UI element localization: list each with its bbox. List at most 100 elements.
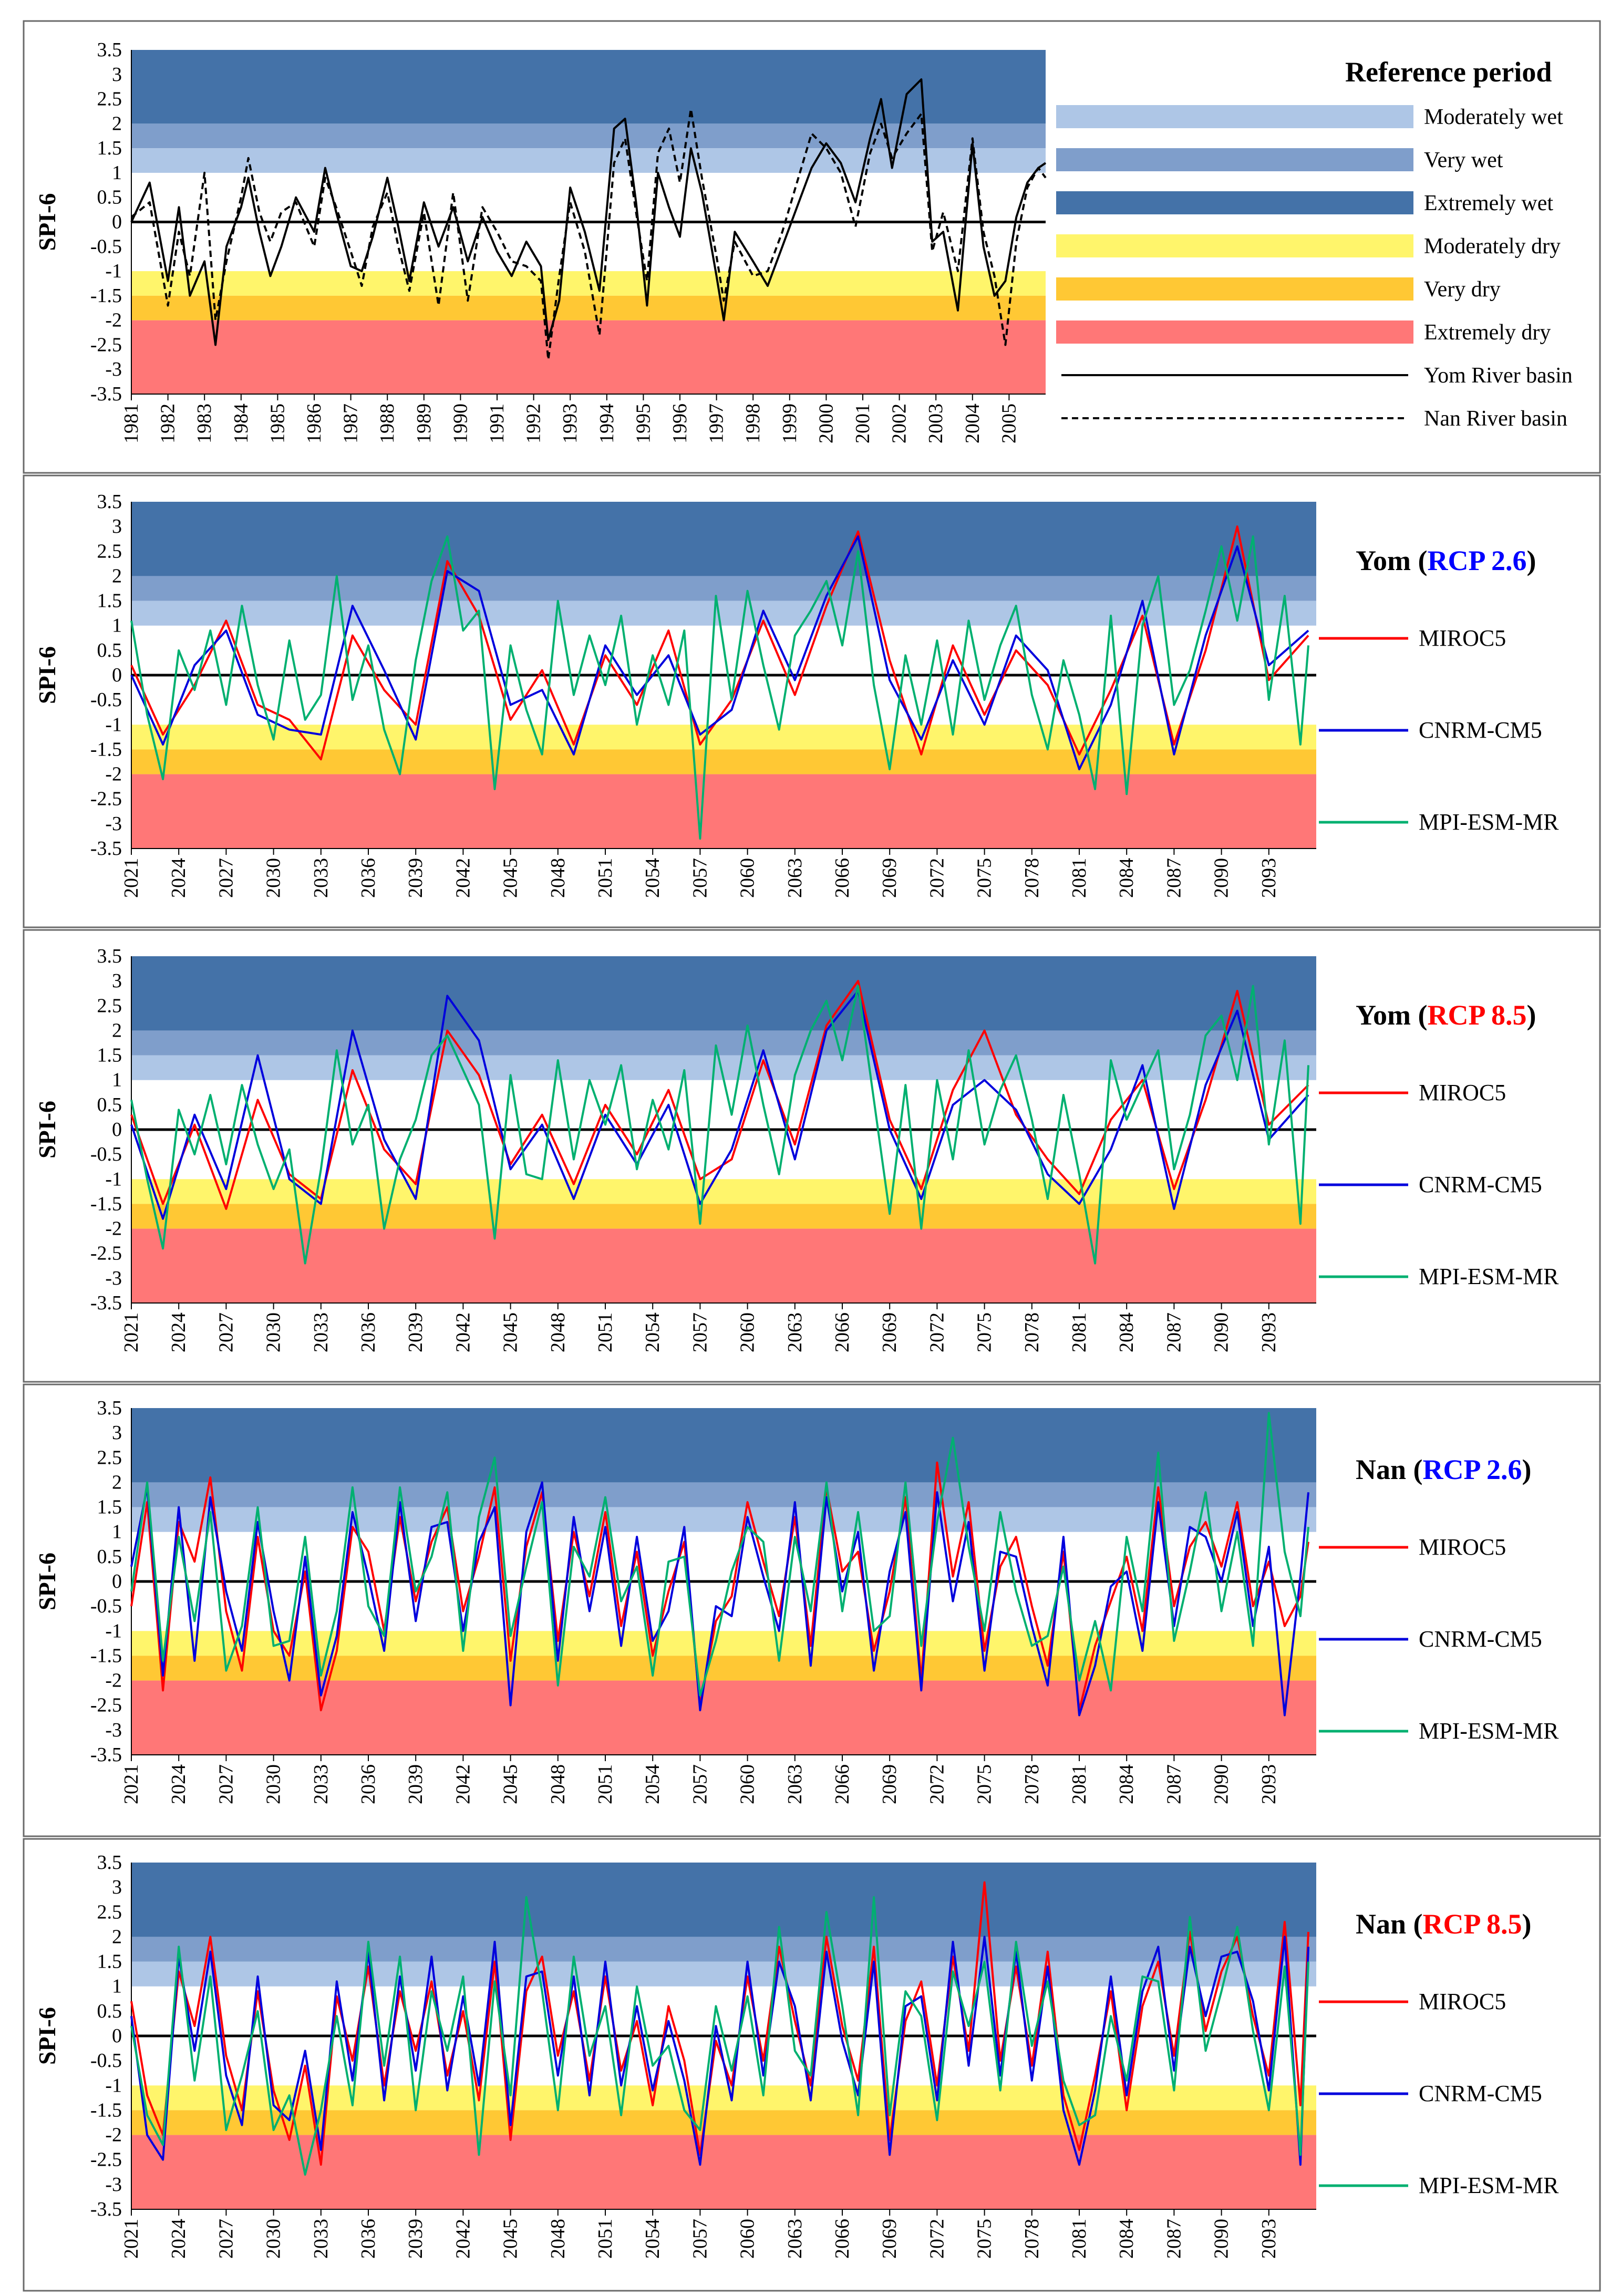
x-tick-label: 2036 xyxy=(357,1312,379,1352)
x-tick-label: 1982 xyxy=(157,404,179,443)
x-tick-label: 2048 xyxy=(547,1312,569,1352)
y-tick-label: 0.5 xyxy=(97,2000,122,2022)
y-tick-label: -0.5 xyxy=(90,235,122,257)
band-very-dry xyxy=(131,2110,1316,2135)
title-scenario: RCP 2.6 xyxy=(1423,1454,1522,1485)
y-tick-label: 2.5 xyxy=(97,1901,122,1923)
y-tick-label: 3 xyxy=(112,1422,122,1444)
x-tick-label: 2069 xyxy=(879,2219,901,2259)
x-tick-label: 2066 xyxy=(831,1764,853,1804)
y-tick-label: 2 xyxy=(112,565,122,587)
y-tick-label: -3 xyxy=(105,813,122,835)
x-tick-label: 2039 xyxy=(405,2219,427,2259)
legend-label: CNRM-CM5 xyxy=(1419,1172,1542,1197)
title-open-paren: ( xyxy=(1406,1454,1422,1485)
x-tick-label: 2057 xyxy=(689,2219,711,2259)
title-open-paren: ( xyxy=(1411,999,1427,1031)
x-tick-label: 2069 xyxy=(879,1312,901,1352)
title-scenario: RCP 8.5 xyxy=(1427,999,1526,1031)
legend-label: Moderately wet xyxy=(1424,105,1563,129)
x-tick-label: 2069 xyxy=(879,858,901,898)
x-tick-label: 2084 xyxy=(1116,2219,1138,2259)
band-moderately-dry xyxy=(131,1179,1316,1204)
title-close-paren: ) xyxy=(1522,1454,1532,1485)
x-tick-label: 2072 xyxy=(926,1764,948,1804)
x-tick-label: 2090 xyxy=(1211,858,1233,898)
x-tick-label: 2093 xyxy=(1258,1764,1280,1804)
x-tick-label: 2024 xyxy=(168,1764,190,1804)
y-tick-label: -3.5 xyxy=(90,1744,122,1766)
x-tick-label: 1992 xyxy=(523,404,545,443)
x-tick-label: 1993 xyxy=(559,404,581,443)
y-tick-label: 1.5 xyxy=(97,137,122,159)
legend-swatch xyxy=(1056,320,1413,344)
y-tick-label: -1.5 xyxy=(90,285,122,307)
y-tick-label: -1.5 xyxy=(90,1193,122,1215)
y-tick-label: -2.5 xyxy=(90,334,122,356)
x-tick-label: 1986 xyxy=(303,404,325,443)
x-tick-label: 2072 xyxy=(926,858,948,898)
x-tick-label: 2063 xyxy=(784,1312,806,1352)
band-very-wet xyxy=(131,1937,1316,1962)
band-extremely-dry xyxy=(131,320,1046,394)
x-tick-label: 2005 xyxy=(998,404,1020,443)
x-tick-label: 2087 xyxy=(1163,858,1185,898)
x-tick-label: 2030 xyxy=(263,1764,285,1804)
x-tick-label: 2087 xyxy=(1163,2219,1185,2259)
x-tick-label: 2027 xyxy=(215,1764,237,1804)
legend-label: Very wet xyxy=(1424,148,1503,172)
x-tick-label: 1984 xyxy=(230,404,252,443)
x-tick-label: 2057 xyxy=(689,1764,711,1804)
band-very-dry xyxy=(131,1204,1316,1229)
y-tick-label: 3 xyxy=(112,970,122,992)
chart-panel-2: 3.53 2.5 2 1.5 10.5 0 -0.5-1-1.5 -2 -2.5 -3-3.5 SP… xyxy=(23,474,1601,928)
x-tick-label: 2060 xyxy=(737,1312,759,1352)
y-tick-label: -2.5 xyxy=(90,1243,122,1265)
x-tick-label: 2054 xyxy=(642,1312,664,1352)
x-tick-label: 2045 xyxy=(500,1764,522,1804)
y-tick-label: -0.5 xyxy=(90,689,122,711)
band-moderately-wet xyxy=(131,1961,1316,1987)
legend-label: Nan River basin xyxy=(1424,407,1567,431)
x-tick-label: 2033 xyxy=(310,1764,332,1804)
x-tick-label: 2051 xyxy=(594,1312,616,1352)
x-tick-label: 2057 xyxy=(689,1312,711,1352)
legend-label: MIROC5 xyxy=(1419,1989,1506,2014)
y-tick-label: -3 xyxy=(105,1267,122,1289)
series-line-nan-river-basin xyxy=(130,108,1047,361)
legend-label: MPI-ESM-MR xyxy=(1419,809,1559,835)
band-very-wet xyxy=(131,1030,1316,1056)
y-tick-label: 1 xyxy=(112,1069,122,1091)
x-tick-label: 2024 xyxy=(168,858,190,898)
band-very-dry xyxy=(131,295,1046,320)
y-tick-label: -1 xyxy=(105,260,122,282)
series-line-yom-river-basin xyxy=(130,78,1047,346)
y-tick-label: -1.5 xyxy=(90,738,122,760)
x-tick-label: 1991 xyxy=(486,404,508,443)
y-tick-label: 3 xyxy=(112,1876,122,1898)
x-tick-label: 2084 xyxy=(1116,1764,1138,1804)
y-tick-label: 1 xyxy=(112,162,122,184)
x-tick-label: 1996 xyxy=(669,404,691,443)
legend-label: Moderately dry xyxy=(1424,234,1561,258)
title-close-paren: ) xyxy=(1522,1908,1532,1940)
x-tick-label: 2033 xyxy=(310,1312,332,1352)
x-tick-label: 2081 xyxy=(1068,858,1090,898)
legend-label: Extremely wet xyxy=(1424,191,1553,215)
x-tick-label: 2090 xyxy=(1211,1764,1233,1804)
y-tick-label: -2 xyxy=(105,1670,122,1692)
band-extremely-wet xyxy=(131,956,1316,1031)
title-open-paren: ( xyxy=(1411,545,1427,576)
y-tick-label: 0 xyxy=(112,1119,122,1141)
x-tick-label: 2054 xyxy=(642,1764,664,1804)
panel-title: Nan (RCP 8.5) xyxy=(1356,1908,1532,1940)
legend-label: Extremely dry xyxy=(1424,320,1551,345)
x-tick-label: 2027 xyxy=(215,858,237,898)
y-tick-label: -3.5 xyxy=(90,1292,122,1314)
y-tick-label: 3.5 xyxy=(97,39,122,61)
x-tick-label: 1983 xyxy=(193,404,215,443)
title-scenario: RCP 8.5 xyxy=(1423,1908,1522,1940)
band-very-dry xyxy=(131,1656,1316,1681)
y-tick-label: 1 xyxy=(112,1521,122,1543)
x-tick-label: 2039 xyxy=(405,1312,427,1352)
